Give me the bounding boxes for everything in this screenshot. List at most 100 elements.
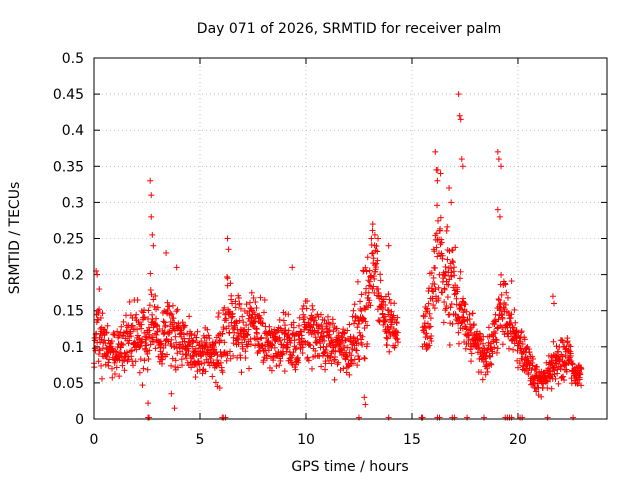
y-tick-label: 0.3 xyxy=(62,195,84,211)
data-point xyxy=(550,351,557,358)
data-point xyxy=(435,217,442,224)
data-point xyxy=(169,302,176,309)
data-point xyxy=(159,350,166,357)
data-point xyxy=(508,414,515,421)
data-point xyxy=(431,248,438,255)
data-point xyxy=(356,329,363,336)
data-point xyxy=(355,353,362,360)
data-point xyxy=(498,291,505,298)
data-point xyxy=(333,325,340,332)
data-point xyxy=(113,364,120,371)
data-point xyxy=(94,339,101,346)
data-point xyxy=(168,336,175,343)
data-point xyxy=(439,252,446,259)
data-point xyxy=(171,405,178,412)
data-point xyxy=(423,330,430,337)
data-point xyxy=(194,328,201,335)
data-point xyxy=(422,325,429,332)
data-point xyxy=(335,359,342,366)
data-point xyxy=(432,286,439,293)
data-point xyxy=(374,248,381,255)
data-point xyxy=(379,305,386,312)
data-point xyxy=(120,341,127,348)
data-point xyxy=(517,345,524,352)
data-point xyxy=(489,332,496,339)
data-point xyxy=(437,214,444,221)
chart-title: Day 071 of 2026, SRMTID for receiver pal… xyxy=(197,21,501,37)
data-point xyxy=(464,414,471,421)
data-point xyxy=(443,227,450,234)
y-tick-label: 0.45 xyxy=(53,87,84,103)
data-point xyxy=(281,368,288,375)
x-tick-label: 5 xyxy=(196,432,205,448)
data-point xyxy=(449,320,456,327)
data-point xyxy=(424,320,431,327)
data-point xyxy=(137,342,144,349)
data-point xyxy=(204,326,211,333)
data-point xyxy=(451,272,458,279)
data-point xyxy=(253,304,260,311)
data-point xyxy=(139,336,146,343)
data-point xyxy=(231,329,238,336)
data-point xyxy=(373,243,380,250)
data-point xyxy=(498,311,505,318)
data-point xyxy=(224,275,231,282)
data-point xyxy=(493,337,500,344)
data-point xyxy=(304,297,311,304)
data-point xyxy=(181,323,188,330)
data-point xyxy=(328,360,335,367)
data-point xyxy=(424,306,431,313)
data-point xyxy=(276,362,283,369)
data-point xyxy=(299,350,306,357)
data-point xyxy=(443,302,450,309)
data-point xyxy=(145,307,152,314)
data-point xyxy=(433,244,440,251)
data-point xyxy=(354,324,361,331)
data-point xyxy=(361,355,368,362)
data-point xyxy=(153,331,160,338)
data-point xyxy=(205,332,212,339)
data-point xyxy=(521,336,528,343)
data-point xyxy=(99,310,106,317)
data-point xyxy=(331,357,338,364)
x-tick-label: 20 xyxy=(509,432,527,448)
data-point xyxy=(485,324,492,331)
data-point xyxy=(422,313,429,320)
data-point xyxy=(351,301,358,308)
data-point xyxy=(290,319,297,326)
data-point xyxy=(243,322,250,329)
data-point xyxy=(292,366,299,373)
data-point xyxy=(455,329,462,336)
data-point xyxy=(368,272,375,279)
data-point xyxy=(458,302,465,309)
data-point xyxy=(148,291,155,298)
data-point xyxy=(340,326,347,333)
data-point xyxy=(309,314,316,321)
data-point xyxy=(459,313,466,320)
data-point xyxy=(372,268,379,275)
data-point xyxy=(104,322,111,329)
data-point xyxy=(428,337,435,344)
data-point xyxy=(270,357,277,364)
data-point xyxy=(544,385,551,392)
data-point xyxy=(458,156,465,163)
data-point xyxy=(366,267,373,274)
data-point xyxy=(344,327,351,334)
data-point xyxy=(312,347,319,354)
data-point xyxy=(318,321,325,328)
data-point xyxy=(322,347,329,354)
data-point xyxy=(334,361,341,368)
y-tick-label: 0.2 xyxy=(62,268,84,284)
data-point xyxy=(380,321,387,328)
data-point xyxy=(118,340,125,347)
data-point xyxy=(361,394,368,401)
data-point xyxy=(94,271,101,278)
data-point xyxy=(468,358,475,365)
data-point xyxy=(215,313,222,320)
data-point xyxy=(280,317,287,324)
data-point xyxy=(128,353,135,360)
data-point xyxy=(523,365,530,372)
data-point xyxy=(136,335,143,342)
data-point xyxy=(344,353,351,360)
data-point xyxy=(119,362,126,369)
